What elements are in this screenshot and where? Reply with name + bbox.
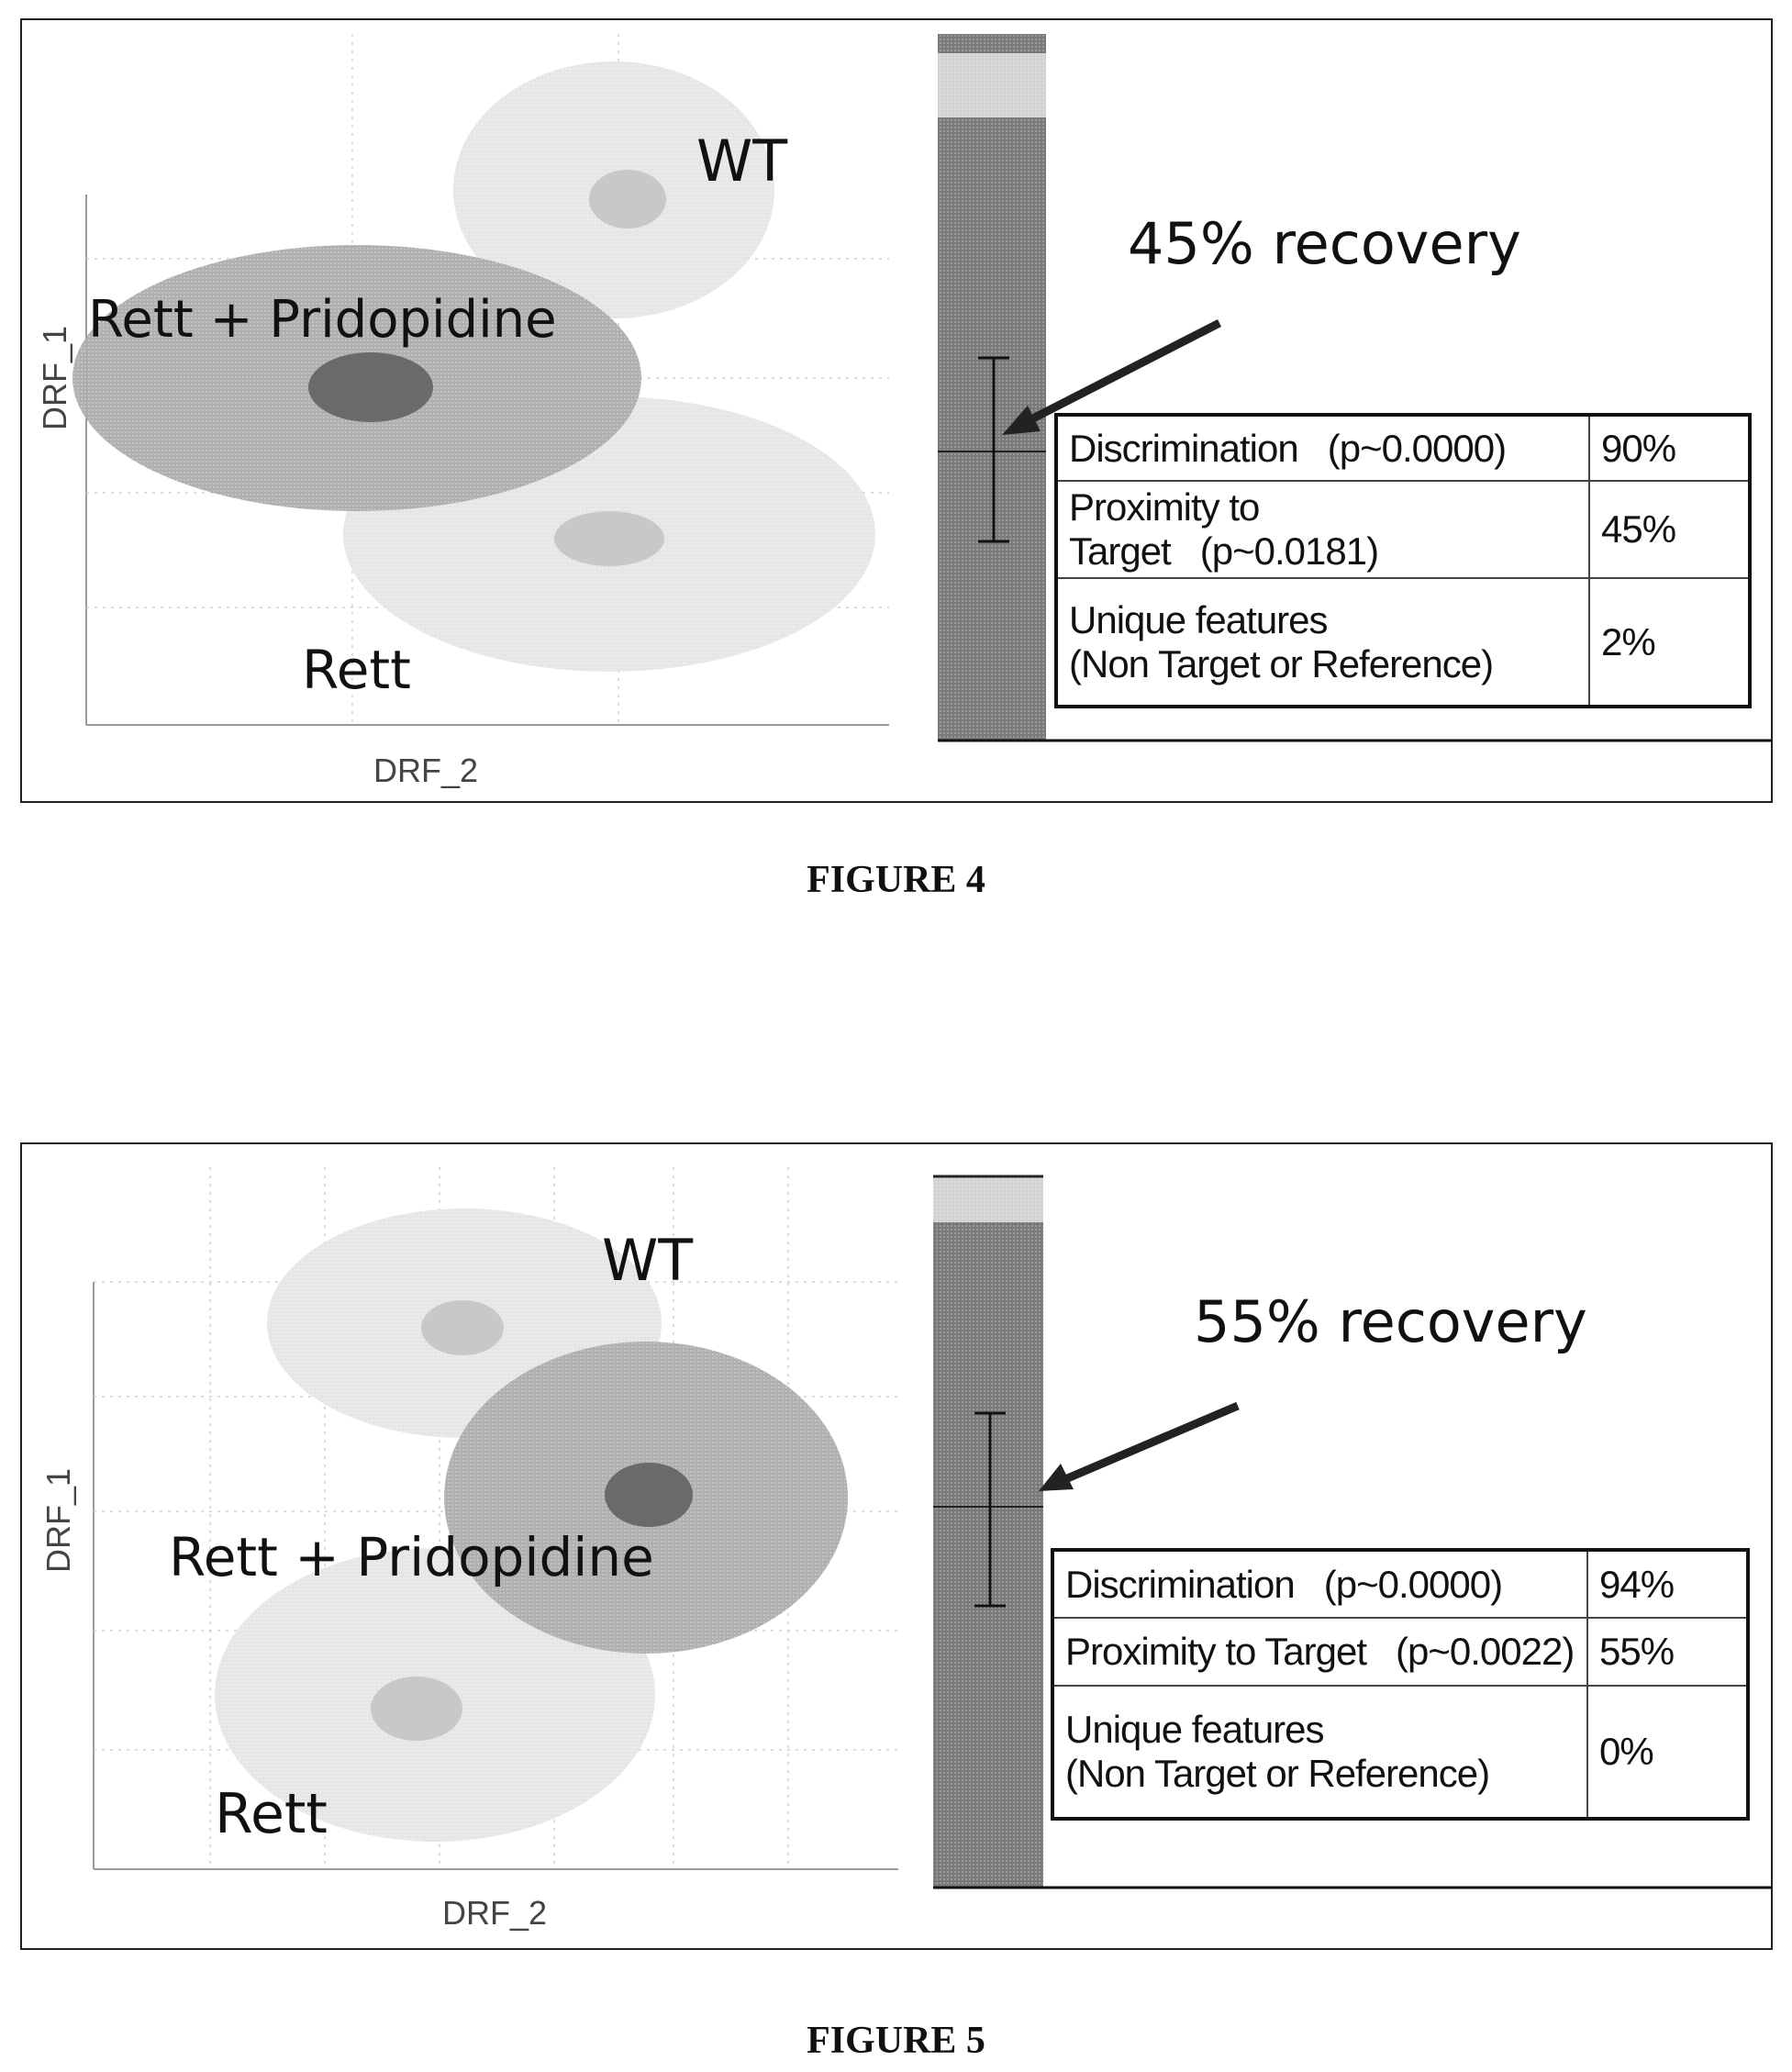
row-value: 94% <box>1586 1549 1749 1619</box>
cluster-rett-pridopidine <box>444 1342 848 1654</box>
table-row: Unique features (Non Target or Reference)… <box>1055 577 1751 707</box>
recovery-label: 55% recovery <box>1194 1288 1587 1355</box>
label-rett: Rett <box>302 639 411 701</box>
figure-4-svg: WT Rett + Pridopidine Rett DRF_2 DRF_1 4… <box>36 34 1771 789</box>
x-axis-label: DRF_2 <box>442 1894 547 1932</box>
row-label: Discrimination (p~0.0000) <box>1052 1549 1588 1619</box>
y-axis-label: DRF_1 <box>36 326 73 430</box>
recovery-bar <box>938 34 1771 742</box>
table-row: Proximity to Target (p~0.0181) 45% <box>1055 480 1751 579</box>
stats-table: Discrimination (p~0.0000) 90% Proximity … <box>1054 413 1752 708</box>
figure-5-caption: FIGURE 5 <box>807 2020 985 2062</box>
recovery-label: 45% recovery <box>1128 210 1521 277</box>
row-value: 0% <box>1586 1685 1749 1820</box>
cluster-rett-pridopidine <box>72 245 641 511</box>
row-label: Proximity to Target (p~0.0022) <box>1052 1617 1588 1687</box>
label-rett: Rett <box>215 1782 328 1846</box>
recovery-bar <box>933 1175 1771 1889</box>
table-row: Unique features (Non Target or Reference)… <box>1052 1685 1749 1820</box>
row-value: 55% <box>1586 1617 1749 1687</box>
row-label: Unique features (Non Target or Reference) <box>1052 1685 1588 1820</box>
table-row: Discrimination (p~0.0000) 94% <box>1052 1549 1749 1619</box>
figure-4-panel: WT Rett + Pridopidine Rett DRF_2 DRF_1 4… <box>20 18 1773 803</box>
table-row: Discrimination (p~0.0000) 90% <box>1055 414 1751 482</box>
row-value: 90% <box>1588 414 1751 482</box>
row-value: 2% <box>1588 577 1751 707</box>
row-label: Unique features (Non Target or Reference) <box>1055 577 1590 707</box>
stats-table: Discrimination (p~0.0000) 94% Proximity … <box>1051 1548 1750 1821</box>
label-wt: WT <box>696 128 788 195</box>
table-row: Proximity to Target (p~0.0022) 55% <box>1052 1617 1749 1687</box>
figure-5-svg: WT Rett + Pridopidine Rett DRF_2 DRF_1 5… <box>39 1167 1771 1932</box>
figure-5-panel: WT Rett + Pridopidine Rett DRF_2 DRF_1 5… <box>20 1142 1773 1950</box>
figure-4-caption: FIGURE 4 <box>807 859 985 901</box>
recovery-arrow <box>1039 1401 1240 1491</box>
label-rett-pridopidine: Rett + Pridopidine <box>88 290 557 350</box>
row-value: 45% <box>1588 480 1751 579</box>
y-axis-label: DRF_1 <box>39 1468 77 1573</box>
label-wt: WT <box>602 1227 694 1294</box>
x-axis-label: DRF_2 <box>373 752 478 789</box>
label-rett-pridopidine: Rett + Pridopidine <box>169 1526 654 1588</box>
cluster-wt <box>453 61 774 318</box>
row-label: Discrimination (p~0.0000) <box>1055 414 1590 482</box>
recovery-arrow <box>1002 318 1222 435</box>
row-label: Proximity to Target (p~0.0181) <box>1055 480 1590 579</box>
